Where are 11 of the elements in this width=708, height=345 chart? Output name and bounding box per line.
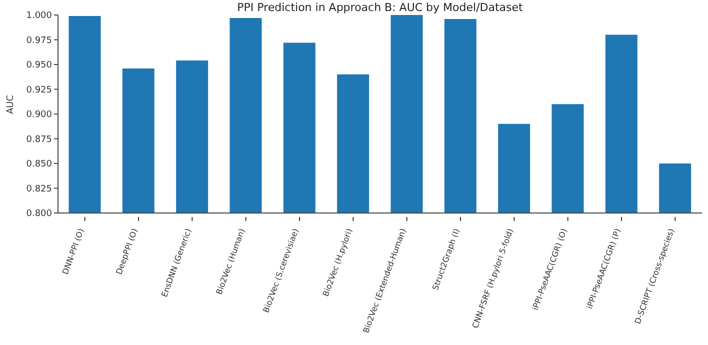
- y-tick-label: 1.000: [26, 11, 52, 22]
- y-tick-label: 0.975: [26, 36, 52, 46]
- y-tick-label: 0.850: [26, 160, 52, 170]
- y-tick-label: 0.925: [26, 85, 52, 96]
- y-tick-label: 0.950: [26, 60, 52, 71]
- y-tick-label: 0.875: [26, 134, 52, 145]
- y-tick-label: 0.800: [26, 209, 52, 220]
- y-axis-title: AUC: [6, 94, 16, 114]
- chart-title: PPI Prediction in Approach B: AUC by Model/Dataset: [237, 1, 524, 14]
- y-tick-label: 0.825: [26, 184, 52, 194]
- y-tick-label: 0.900: [26, 110, 52, 120]
